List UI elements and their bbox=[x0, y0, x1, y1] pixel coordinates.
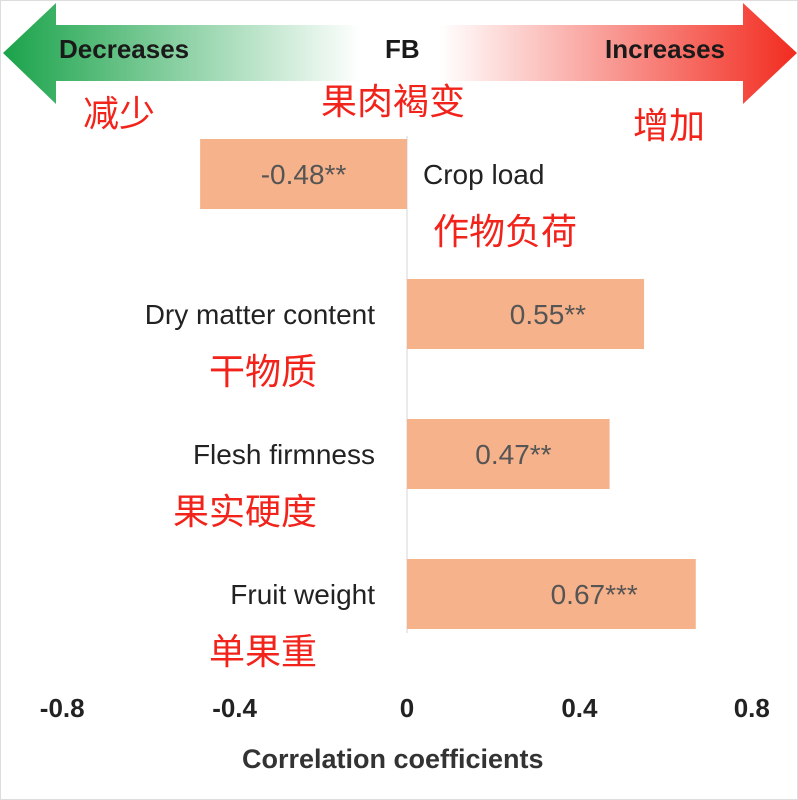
data-label: -0.48** bbox=[260, 159, 347, 190]
bar bbox=[407, 559, 696, 629]
bar bbox=[200, 139, 407, 209]
category-label: Crop load bbox=[423, 159, 545, 190]
data-label: 0.47** bbox=[475, 439, 552, 470]
x-axis-label: Correlation coefficients bbox=[242, 744, 544, 774]
decreases-label: Decreases bbox=[59, 34, 190, 64]
bar bbox=[407, 419, 610, 489]
bar bbox=[407, 279, 645, 349]
x-tick-label: -0.4 bbox=[212, 693, 257, 723]
category-label: Flesh firmness bbox=[192, 439, 375, 470]
x-tick-label: -0.8 bbox=[39, 693, 85, 723]
category-label: Dry matter content bbox=[144, 299, 375, 330]
direction-arrow bbox=[3, 3, 797, 104]
data-label: 0.67*** bbox=[550, 579, 638, 610]
category-label: Fruit weight bbox=[230, 579, 375, 610]
category-label-cn: 干物质 bbox=[208, 352, 317, 393]
x-tick-label: 0.8 bbox=[733, 693, 770, 723]
increases-label-cn: 增加 bbox=[633, 106, 706, 147]
x-tick-label: 0.4 bbox=[561, 693, 598, 723]
chart-title: FB bbox=[385, 34, 420, 64]
category-label-cn: 果实硬度 bbox=[172, 492, 317, 533]
decreases-label-cn: 减少 bbox=[83, 94, 156, 135]
category-label-cn: 作物负荷 bbox=[433, 212, 578, 253]
category-label-cn: 单果重 bbox=[208, 632, 317, 673]
chart-title-cn: 果肉褐变 bbox=[321, 82, 466, 123]
data-label: 0.55** bbox=[509, 299, 587, 330]
increases-label: Increases bbox=[605, 34, 725, 64]
x-tick-label: 0 bbox=[399, 693, 415, 723]
